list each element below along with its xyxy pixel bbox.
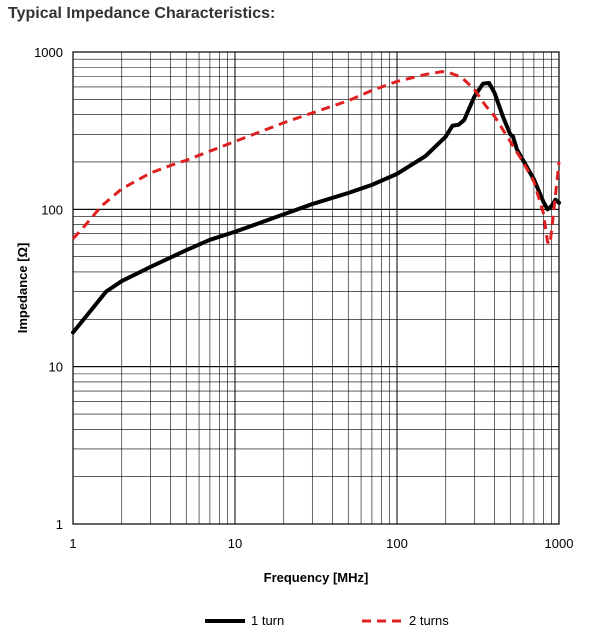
- y-tick-label: 1: [56, 517, 63, 532]
- legend-label-1-turn: 1 turn: [251, 613, 284, 628]
- x-tick-labels: 1 10 100 1000: [69, 536, 573, 551]
- minor-gridlines: [73, 52, 559, 524]
- x-tick-label: 100: [386, 536, 408, 551]
- major-gridlines: [72, 51, 560, 525]
- legend-label-2-turns: 2 turns: [409, 613, 449, 628]
- y-tick-labels: 1 10 100 1000: [34, 45, 63, 532]
- x-tick-label: 10: [228, 536, 242, 551]
- y-tick-label: 100: [41, 202, 63, 217]
- series-line-2-turns: [71, 70, 561, 246]
- y-tick-label: 1000: [34, 45, 63, 60]
- x-tick-label: 1: [69, 536, 76, 551]
- legend: 1 turn 2 turns: [205, 613, 449, 628]
- y-tick-label: 10: [49, 360, 63, 375]
- page-heading: Typical Impedance Characteristics:: [8, 5, 276, 22]
- x-axis-label: Frequency [MHz]: [264, 570, 369, 585]
- x-tick-label: 1000: [545, 536, 574, 551]
- series-lines: [71, 70, 561, 335]
- y-axis-label: Impedance [Ω]: [15, 243, 30, 334]
- series-line-1-turn: [71, 81, 561, 335]
- plot-frame: [72, 51, 560, 525]
